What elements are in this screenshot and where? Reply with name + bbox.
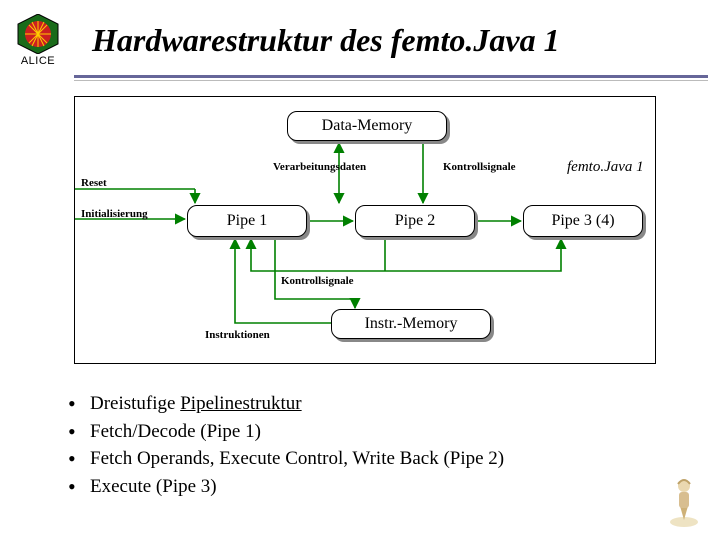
slide-title: Hardwarestruktur des femto.Java 1 bbox=[92, 22, 560, 59]
node-pipe-1: Pipe 1 bbox=[187, 205, 307, 237]
label-initialisierung: Initialisierung bbox=[81, 208, 148, 220]
bullet-2: Fetch/Decode (Pipe 1) bbox=[60, 418, 504, 446]
alice-logo-icon bbox=[16, 14, 60, 54]
label-reset: Reset bbox=[81, 177, 107, 189]
node-instr-memory: Instr.-Memory bbox=[331, 309, 491, 339]
label-verarbeitungsdaten: Verarbeitungsdaten bbox=[273, 161, 366, 173]
alice-logo: ALICE bbox=[12, 14, 64, 67]
bullet-1-text-b: Pipelinestruktur bbox=[180, 393, 301, 414]
label-femtojava: femto.Java 1 bbox=[567, 159, 644, 176]
bullet-4: Execute (Pipe 3) bbox=[60, 473, 504, 501]
bullet-3: Fetch Operands, Execute Control, Write B… bbox=[60, 445, 504, 473]
node-pipe-3: Pipe 3 (4) bbox=[523, 205, 643, 237]
label-kontrollsignale-mid: Kontrollsignale bbox=[281, 275, 354, 287]
bullet-1-text-a: Dreistufige bbox=[90, 393, 180, 414]
header-rule bbox=[74, 75, 708, 81]
label-instruktionen: Instruktionen bbox=[205, 329, 270, 341]
bullet-list: Dreistufige Pipelinestruktur Fetch/Decod… bbox=[60, 390, 504, 500]
bullet-1: Dreistufige Pipelinestruktur bbox=[60, 390, 504, 418]
node-pipe-2: Pipe 2 bbox=[355, 205, 475, 237]
architecture-diagram: Data-Memory Pipe 1 Pipe 2 Pipe 3 (4) Ins… bbox=[74, 96, 656, 364]
corner-figure-icon bbox=[664, 472, 704, 528]
label-kontrollsignale-top: Kontrollsignale bbox=[443, 161, 516, 173]
slide-header: ALICE Hardwarestruktur des femto.Java 1 bbox=[0, 0, 720, 71]
logo-label: ALICE bbox=[12, 55, 64, 67]
node-data-memory: Data-Memory bbox=[287, 111, 447, 141]
